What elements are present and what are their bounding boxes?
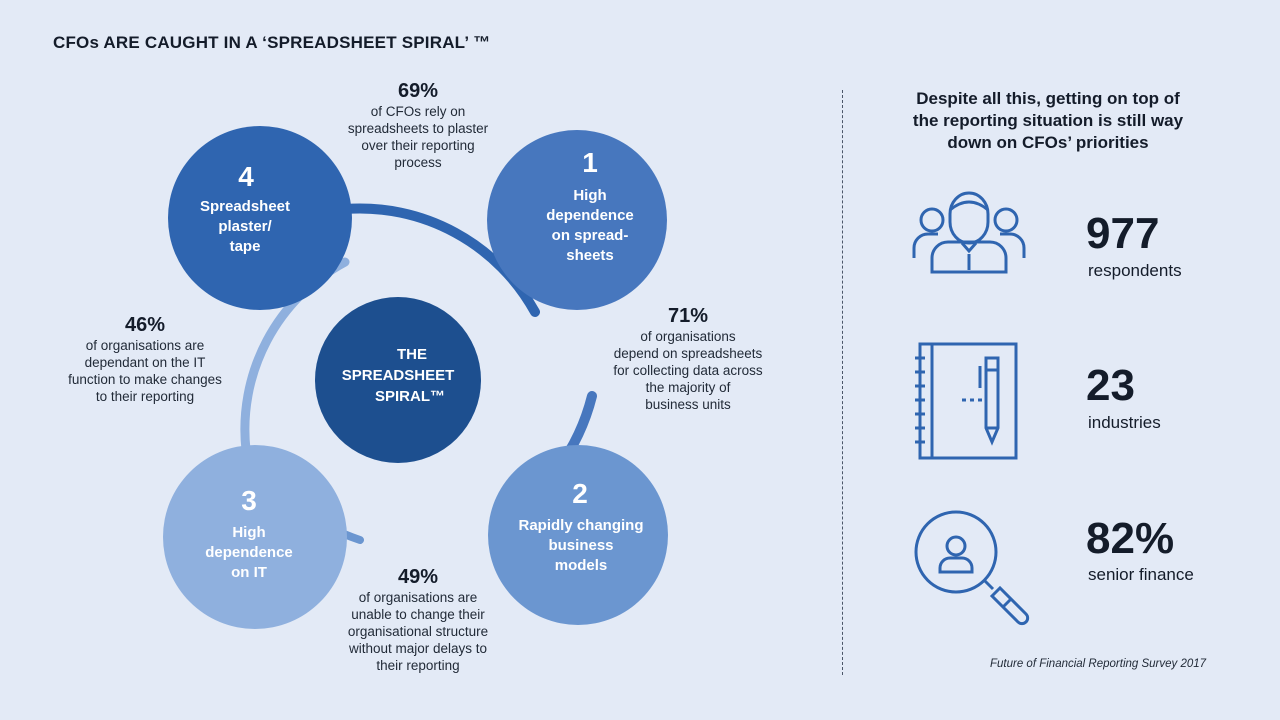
circle-1-line-4: sheets (566, 247, 614, 264)
stat-71-line-4: the majority of (645, 380, 731, 395)
magnifier-person-icon (914, 510, 1030, 626)
stat-46: 46% of organisations are dependant on th… (45, 313, 245, 405)
right-heading-line-2: the reporting situation is still way (912, 111, 1184, 130)
right-heading: Despite all this, getting on top of the … (868, 88, 1228, 154)
stat-49-value: 49% (397, 566, 439, 588)
stat-71: 71% of organisations depend on spreadshe… (578, 304, 798, 413)
stat-46-line-2: dependant on the IT (84, 355, 206, 370)
stat-71-line-1: of organisations (640, 329, 736, 344)
stat-69-line-1: of CFOs rely on (370, 104, 466, 119)
stat-46-line-1: of organisations are (85, 338, 205, 353)
source-note: Future of Financial Reporting Survey 201… (990, 658, 1207, 670)
spiral-diagram: THE SPREADSHEET SPIRAL™ 4 Spreadsheet pl… (163, 126, 668, 629)
circle-3 (163, 445, 347, 629)
circle-2-line-2: business (548, 537, 613, 554)
circle-3-line-2: dependence (205, 544, 293, 561)
people-icon (912, 191, 1026, 274)
circle-3-number: 3 (241, 485, 257, 516)
stat-49-line-2: unable to change their (351, 607, 485, 622)
stat-49: 49% of organisations are unable to chang… (318, 565, 518, 674)
stat-69-line-2: spreadsheets to plaster (347, 121, 489, 136)
metric-respondents-label: respondents (1088, 261, 1182, 280)
circle-4-line-1: Spreadsheet (200, 198, 290, 215)
stat-69-line-3: over their reporting (361, 138, 475, 153)
stat-71-line-3: for collecting data across (613, 363, 763, 378)
divider (842, 90, 843, 675)
circle-4-line-2: plaster/ (218, 218, 272, 235)
right-heading-line-3: down on CFOs’ priorities (947, 133, 1149, 152)
stat-71-line-2: depend on spreadsheets (613, 346, 763, 361)
stat-69-line-4: process (394, 155, 442, 170)
stat-46-line-4: to their reporting (95, 389, 195, 404)
circle-1-line-2: dependence (546, 207, 634, 224)
metric-senior-finance-value: 82% (1086, 514, 1175, 563)
notebook-pen-icon (915, 342, 1018, 460)
page-title: CFOs ARE CAUGHT IN A ‘SPREADSHEET SPIRAL… (53, 33, 491, 52)
center-line-3: SPIRAL™ (375, 388, 445, 405)
metric-respondents-value: 977 (1086, 209, 1160, 258)
circle-1 (487, 130, 667, 310)
circle-2-number: 2 (572, 478, 588, 509)
stat-69-value: 69% (397, 80, 439, 102)
circle-2-line-3: models (555, 557, 608, 574)
right-heading-line-1: Despite all this, getting on top of (916, 89, 1180, 108)
circle-2 (488, 445, 668, 625)
circle-4-line-3: tape (230, 238, 261, 255)
stat-49-line-5: their reporting (376, 658, 460, 673)
stat-49-line-3: organisational structure (347, 624, 489, 639)
circle-3-line-1: High (232, 524, 265, 541)
stat-71-line-5: business units (645, 397, 731, 412)
stat-46-line-3: function to make changes (68, 372, 222, 387)
circle-1-line-3: on spread- (552, 227, 629, 244)
circle-4-number: 4 (238, 161, 254, 192)
circle-3-line-3: on IT (231, 564, 267, 581)
circle-1-line-1: High (573, 187, 606, 204)
center-line-1: THE (397, 346, 427, 363)
circle-1-number: 1 (582, 147, 598, 178)
circle-4 (168, 126, 352, 310)
stat-49-line-4: without major delays to (348, 641, 488, 656)
center-circle (315, 297, 481, 463)
stat-49-line-1: of organisations are (358, 590, 478, 605)
stat-69: 69% of CFOs rely on spreadsheets to plas… (318, 79, 518, 171)
metric-industries-label: industries (1088, 413, 1161, 432)
stat-71-value: 71% (667, 305, 709, 327)
metric-senior-finance-label: senior finance (1088, 565, 1194, 584)
metric-industries-value: 23 (1086, 361, 1135, 410)
circle-2-line-1: Rapidly changing (518, 517, 643, 534)
stat-46-value: 46% (124, 314, 166, 336)
center-line-2: SPREADSHEET (342, 367, 455, 384)
